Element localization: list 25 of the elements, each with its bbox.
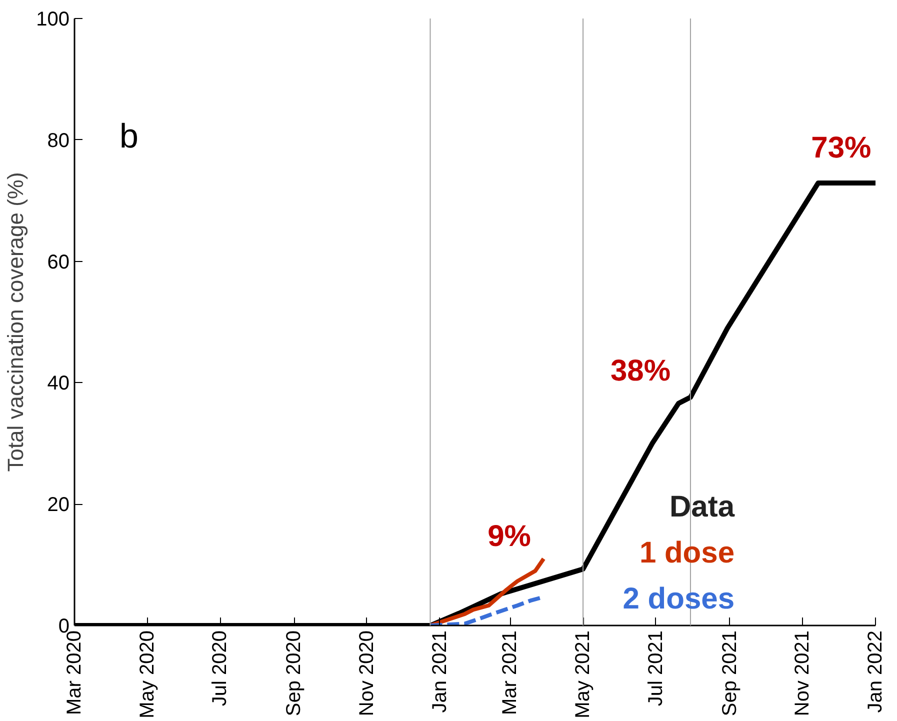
x-tick-label: Jan 2021 <box>428 630 451 713</box>
annotation: 73% <box>811 131 872 164</box>
x-tick-label: May 2020 <box>136 630 158 718</box>
text: 2 doses <box>622 582 735 616</box>
annotation: 38% <box>610 354 670 388</box>
x-tick-label: Jul 2021 <box>644 630 667 706</box>
y-tick-label: 20 <box>47 494 70 516</box>
annotation: 9% <box>488 520 531 553</box>
x-tick-label: Nov 2020 <box>356 630 378 716</box>
text: 1 dose <box>639 536 735 570</box>
y-tick-label: 100 <box>36 8 70 30</box>
x-tick-label: May 2021 <box>572 630 594 718</box>
x-tick-label: Sep 2020 <box>283 630 306 716</box>
x-tick-label: Sep 2021 <box>718 630 741 716</box>
y-tick-label: 60 <box>47 251 70 274</box>
line-series <box>428 556 546 626</box>
legend-title: Data <box>669 490 735 524</box>
x-tick-label: Nov 2021 <box>792 630 814 716</box>
annotation: b <box>120 118 138 156</box>
x-tick-label: Jan 2022 <box>864 630 886 713</box>
x-tick-label: Mar 2021 <box>499 630 522 715</box>
y-tick-label: 80 <box>47 130 70 152</box>
y-axis-title: Total vaccination coverage (%) <box>3 172 28 472</box>
y-tick-label: 40 <box>47 372 70 395</box>
x-tick-label: Jul 2020 <box>209 630 232 706</box>
